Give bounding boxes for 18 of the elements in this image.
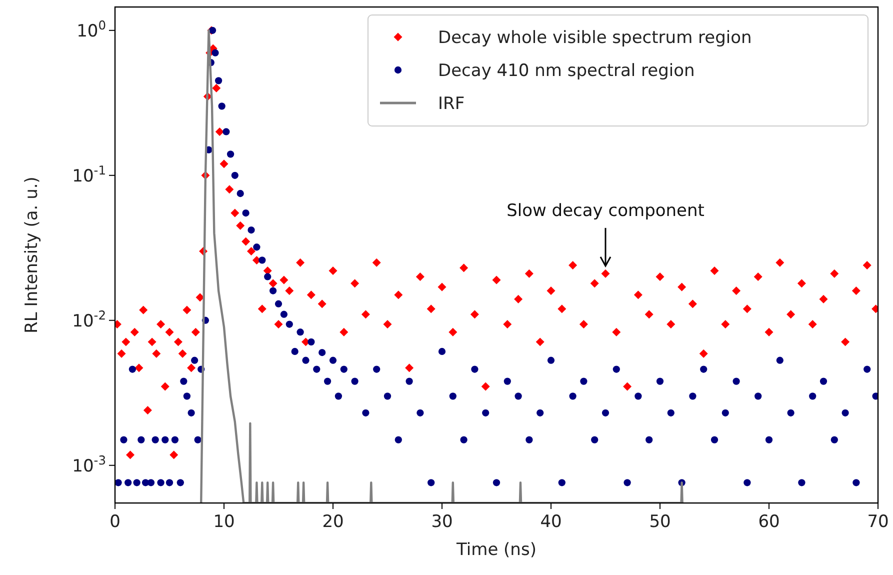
y-tick-label: 10$^{-3}$: [72, 453, 106, 476]
x-tick-label: 60: [758, 512, 780, 532]
x-tick-label: 50: [649, 512, 671, 532]
y-axis-title: RL Intensity (a. u.): [22, 176, 42, 334]
x-tick-label: 10: [213, 512, 235, 532]
x-tick-label: 40: [540, 512, 562, 532]
annotation: Slow decay component: [506, 200, 705, 221]
x-axis-title: Time (ns): [456, 540, 536, 560]
legend-label: Decay 410 nm spectral region: [438, 60, 695, 81]
y-tick-label: 10$^{-1}$: [72, 163, 106, 186]
x-tick-label: 70: [867, 512, 889, 532]
x-tick-label: 30: [431, 512, 453, 532]
y-tick-label: 10$^{-2}$: [72, 308, 106, 332]
x-tick-label: 20: [322, 512, 344, 532]
legend-label: IRF: [438, 94, 465, 114]
x-tick-label: 0: [110, 512, 120, 532]
y-tick-label: 10$^{0}$: [76, 18, 106, 42]
legend-label: Decay whole visible spectrum region: [438, 28, 752, 48]
